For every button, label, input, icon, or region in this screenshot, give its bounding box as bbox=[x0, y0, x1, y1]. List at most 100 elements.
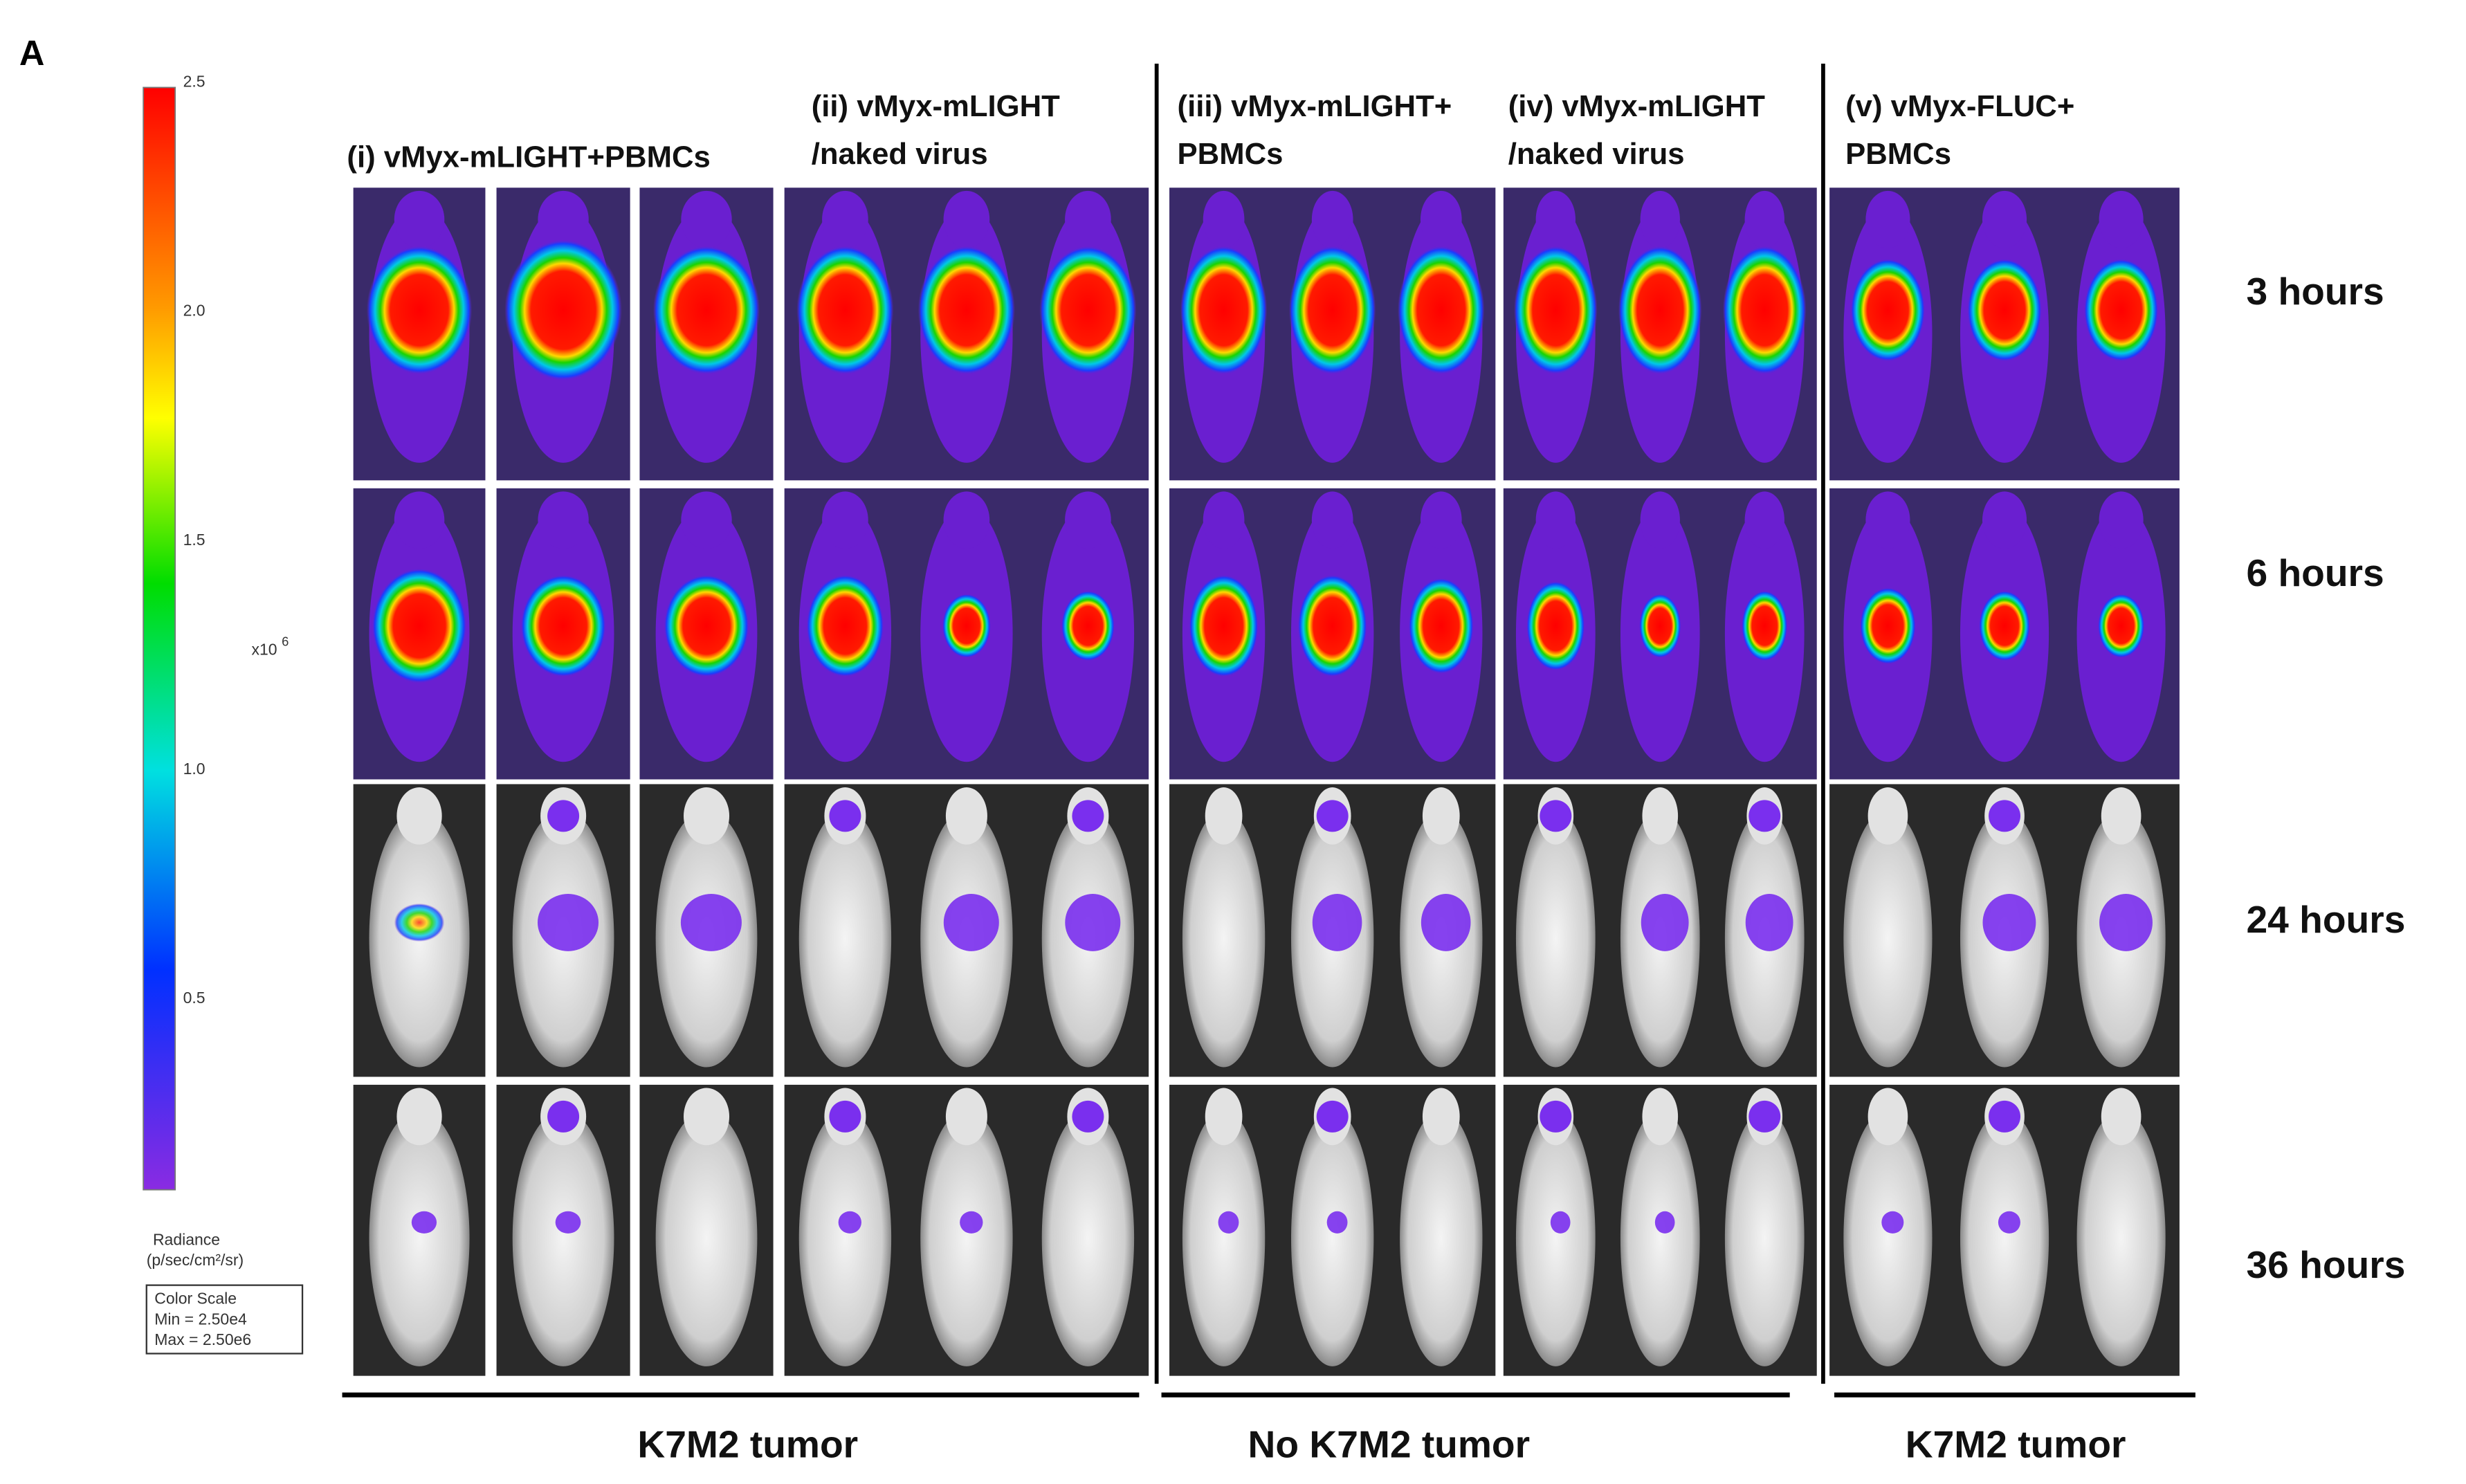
signal bbox=[1654, 1211, 1675, 1234]
signal bbox=[1748, 1100, 1781, 1133]
unit: (p/sec/cm²/sr) bbox=[147, 1251, 244, 1269]
signal bbox=[1039, 246, 1137, 375]
mouse-head bbox=[681, 190, 732, 248]
group-label: (ii) vMyx-mLIGHT bbox=[812, 89, 1060, 123]
signal bbox=[2083, 258, 2159, 362]
signal bbox=[1550, 1211, 1571, 1234]
signal bbox=[664, 574, 749, 677]
group-label: PBMCs bbox=[1845, 137, 1951, 171]
mouse-head bbox=[1640, 491, 1680, 549]
signal bbox=[1618, 246, 1702, 375]
mouse bbox=[920, 1110, 1013, 1366]
signal bbox=[1540, 800, 1572, 832]
mouse bbox=[1290, 1110, 1374, 1366]
mouse-head bbox=[1640, 190, 1680, 248]
signal bbox=[960, 1211, 983, 1234]
timepoint-label: 24 hours bbox=[2246, 898, 2405, 941]
mouse-head bbox=[1642, 1088, 1679, 1146]
signal bbox=[555, 1211, 581, 1234]
signal bbox=[1072, 800, 1104, 832]
signal bbox=[1218, 1211, 1239, 1234]
color-bar-multiplier: x10 bbox=[251, 640, 277, 658]
signal bbox=[1189, 574, 1259, 677]
signal bbox=[1742, 590, 1788, 661]
mouse-head bbox=[394, 190, 445, 248]
mouse-head bbox=[1311, 491, 1353, 549]
mouse-head bbox=[1420, 491, 1462, 549]
signal bbox=[1180, 246, 1268, 375]
signal bbox=[394, 903, 445, 942]
signal bbox=[1540, 1100, 1572, 1133]
signal bbox=[411, 1211, 437, 1234]
signal bbox=[1967, 258, 2042, 362]
color-bar-tick: 2.0 bbox=[183, 302, 206, 320]
signal bbox=[806, 574, 884, 677]
signal bbox=[829, 800, 861, 832]
signal bbox=[1979, 590, 2031, 661]
signal bbox=[1312, 894, 1362, 951]
group-label: /naked virus bbox=[1508, 137, 1685, 171]
signal bbox=[796, 246, 894, 375]
signal bbox=[372, 568, 467, 684]
signal bbox=[829, 1100, 861, 1133]
signal bbox=[943, 894, 999, 951]
signal bbox=[1989, 800, 2021, 832]
mouse-head bbox=[1535, 190, 1576, 248]
signal bbox=[1316, 800, 1349, 832]
mouse bbox=[1843, 809, 1933, 1068]
mouse-head bbox=[943, 190, 990, 248]
signal bbox=[1850, 258, 1926, 362]
signal bbox=[1745, 894, 1793, 951]
mouse bbox=[798, 1110, 892, 1366]
signal bbox=[1514, 246, 1598, 375]
mouse-head bbox=[1420, 190, 1462, 248]
mouse-head bbox=[2099, 190, 2144, 248]
mouse-head bbox=[945, 787, 987, 845]
mouse-head bbox=[1865, 491, 1910, 549]
mouse-head bbox=[1982, 190, 2027, 248]
mouse-head bbox=[1203, 491, 1245, 549]
mouse-head bbox=[943, 491, 990, 549]
signal bbox=[942, 594, 991, 658]
mouse-head bbox=[1065, 491, 1111, 549]
mouse-head bbox=[396, 1088, 442, 1146]
group-label: (iii) vMyx-mLIGHT+ bbox=[1178, 89, 1452, 123]
scale-box-line: Max = 2.50e6 bbox=[154, 1330, 251, 1348]
signal bbox=[1326, 1211, 1348, 1234]
mouse bbox=[1843, 1110, 1933, 1366]
signal bbox=[1061, 590, 1115, 661]
mouse-head bbox=[1744, 190, 1784, 248]
mouse-head bbox=[1422, 1088, 1460, 1146]
mouse-head bbox=[2101, 1088, 2141, 1146]
mouse bbox=[512, 1110, 614, 1366]
group-label: (v) vMyx-FLUC+ bbox=[1845, 89, 2074, 123]
condition-label: K7M2 tumor bbox=[1906, 1423, 2126, 1466]
image-grid bbox=[353, 187, 2180, 1376]
mouse-head bbox=[1867, 787, 1908, 845]
mouse bbox=[1041, 1110, 1135, 1366]
signal bbox=[652, 246, 760, 375]
mouse bbox=[1724, 1110, 1805, 1366]
scale-box bbox=[145, 1284, 304, 1355]
mouse-head bbox=[538, 491, 589, 549]
signal bbox=[520, 574, 606, 677]
mouse-head bbox=[1065, 190, 1111, 248]
mouse bbox=[655, 1110, 758, 1366]
scale-box-line: Min = 2.50e4 bbox=[154, 1310, 247, 1328]
signal bbox=[1398, 246, 1485, 375]
mouse bbox=[798, 809, 892, 1068]
timepoint-label: 6 hours bbox=[2246, 551, 2384, 594]
signal bbox=[1297, 574, 1367, 677]
color-bar-tick: 1.0 bbox=[183, 760, 206, 778]
color-bar bbox=[143, 86, 176, 1191]
signal bbox=[1860, 587, 1916, 665]
signal bbox=[838, 1211, 861, 1234]
mouse-head bbox=[1982, 491, 2027, 549]
signal bbox=[1881, 1211, 1904, 1234]
signal bbox=[547, 1100, 580, 1133]
signal bbox=[1748, 800, 1781, 832]
mouse bbox=[1515, 1110, 1596, 1366]
color-bar-exponent: 6 bbox=[282, 634, 289, 649]
timepoint-label: 36 hours bbox=[2246, 1243, 2405, 1286]
